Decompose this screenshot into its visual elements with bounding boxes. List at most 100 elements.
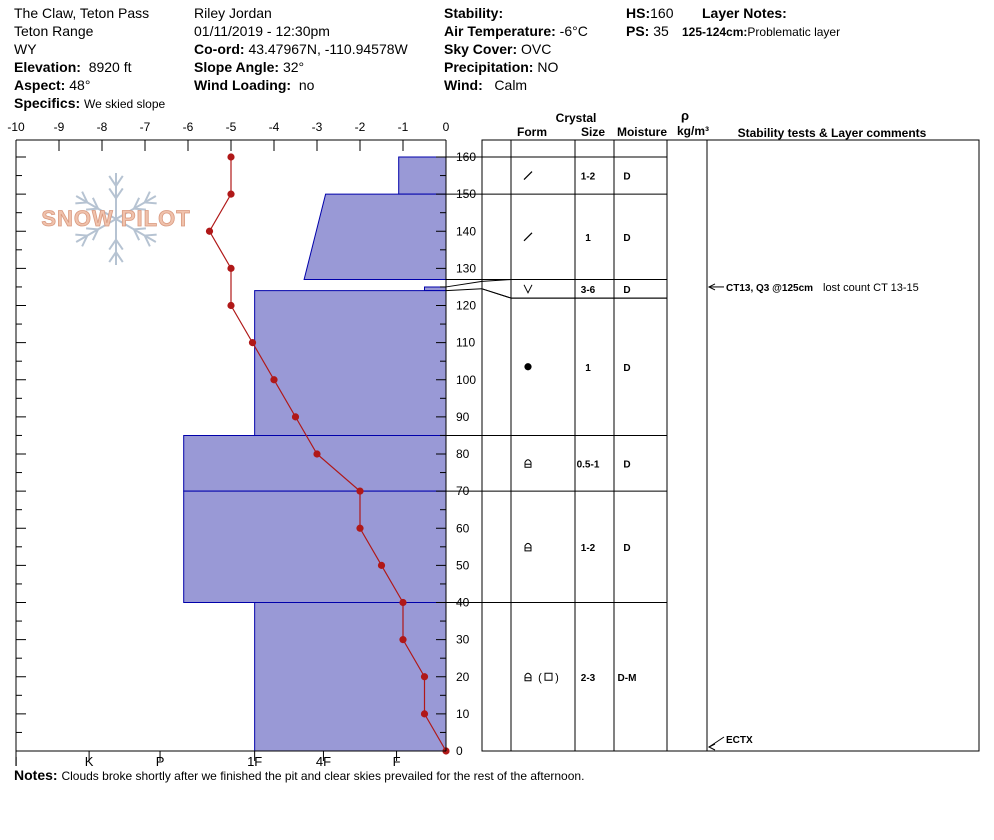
flake-branch xyxy=(143,235,151,247)
layer-moisture: D xyxy=(623,285,630,296)
temperature-point xyxy=(270,376,278,384)
temp-tick-label: -9 xyxy=(54,120,65,134)
flake-branch xyxy=(108,239,117,251)
rounded-grain-symbol xyxy=(524,363,532,371)
layer-size: 3-6 xyxy=(581,285,596,296)
stability-arrowhead xyxy=(707,283,716,291)
ps: PS: 35 xyxy=(626,23,669,39)
hardness-layer-bar xyxy=(254,290,447,436)
specifics: Specifics: We skied slope xyxy=(14,95,166,111)
layer-size: 1-2 xyxy=(581,543,596,554)
depth-hoar-symbol xyxy=(524,542,532,552)
temperature-point xyxy=(399,598,407,607)
stability-comment: lost count CT 13-15 xyxy=(823,282,919,294)
temp-tick-label: -10 xyxy=(7,120,25,134)
flake-branch xyxy=(115,187,124,199)
temperature-point xyxy=(227,190,235,198)
height-tick-label: 110 xyxy=(456,336,475,350)
flake-branch xyxy=(86,227,99,231)
height-tick-label: 0 xyxy=(456,744,463,758)
flake-branch xyxy=(133,207,146,211)
layer-size: 0.5-1 xyxy=(577,459,600,470)
layer-moisture: D xyxy=(623,172,630,183)
layer-moisture: D xyxy=(623,459,630,470)
layer-table-frame xyxy=(481,139,980,752)
temp-tick-label: -3 xyxy=(312,120,323,134)
flake-branch xyxy=(133,197,141,210)
depth-hoar-symbol xyxy=(524,672,532,682)
temperature-point xyxy=(227,264,235,272)
form-header: Form xyxy=(517,125,547,139)
flake-branch xyxy=(143,191,151,203)
layer-size: 1 xyxy=(585,363,591,374)
air-temperature: Air Temperature: -6°C xyxy=(444,23,588,39)
temperature-point xyxy=(356,524,364,532)
height-tick-label: 30 xyxy=(456,633,470,647)
temperature-point xyxy=(227,153,235,161)
flake-arm xyxy=(75,195,117,220)
notes: Notes: Clouds broke shortly after we fin… xyxy=(14,767,585,783)
stability-test-label: ECTX xyxy=(726,735,753,746)
density-symbol: ρ xyxy=(681,108,689,123)
elevation: Elevation: 8920 ft xyxy=(14,59,132,75)
paren-close: ) xyxy=(555,672,559,684)
hardness-layer-bar xyxy=(183,434,447,492)
thin-layer-connector xyxy=(481,279,512,282)
flake-branch xyxy=(133,227,146,231)
height-tick-label: 10 xyxy=(456,707,470,721)
thin-layer-connector xyxy=(445,288,483,292)
height-tick-label: 130 xyxy=(456,261,476,275)
hardness-label: 4F xyxy=(316,754,331,769)
flake-branch xyxy=(115,251,124,263)
height-tick-label: 80 xyxy=(456,447,470,461)
flake-branch xyxy=(108,251,117,263)
hardness-label: F xyxy=(393,754,401,769)
temp-tick-label: -7 xyxy=(140,120,151,134)
layer-moisture: D xyxy=(623,363,630,374)
hardness-layer-bar xyxy=(424,286,447,292)
flake-branch xyxy=(91,228,99,241)
flake-branch xyxy=(81,191,89,203)
temp-tick-label: 0 xyxy=(443,120,450,134)
layer-moisture: D xyxy=(623,543,630,554)
temperature-point xyxy=(399,636,407,644)
stability-test-label: CT13, Q3 @125cm xyxy=(726,283,813,294)
wind: Wind: Calm xyxy=(444,77,528,93)
flake-branch xyxy=(115,239,124,251)
hardness-label: I xyxy=(14,754,18,769)
stability-arrowhead xyxy=(707,743,716,751)
layer-size: 1-2 xyxy=(581,172,596,183)
layer-notes-label: Layer Notes: xyxy=(702,5,787,21)
stability-header: Stability tests & Layer comments xyxy=(738,126,927,140)
flake-branch xyxy=(144,201,157,205)
datetime: 01/11/2019 - 12:30pm xyxy=(194,23,330,39)
flake-arm xyxy=(115,195,157,220)
height-tick-label: 60 xyxy=(456,521,470,535)
hs: HS:160 xyxy=(626,5,674,21)
temp-tick-label: -1 xyxy=(398,120,409,134)
layer-size: 1 xyxy=(585,233,591,244)
hardness-label: 1F xyxy=(247,754,262,769)
faceted-crystal-symbol xyxy=(523,232,533,242)
height-tick-label: 50 xyxy=(456,558,470,572)
temperature-point xyxy=(420,673,429,681)
observer: Riley Jordan xyxy=(194,5,272,21)
paren-open: ( xyxy=(538,672,542,684)
thin-layer-connector xyxy=(481,288,512,299)
flake-branch xyxy=(115,175,124,187)
hardness-layer-bar xyxy=(183,490,447,603)
layer-moisture: D xyxy=(623,233,630,244)
temperature-point xyxy=(377,561,386,569)
flake-arm xyxy=(75,218,117,243)
flake-branch xyxy=(75,233,88,237)
layer-moisture: D-M xyxy=(618,673,637,684)
hardness-layer-bar xyxy=(398,156,447,195)
height-tick-label: 120 xyxy=(456,299,476,313)
depth-hoar-symbol xyxy=(524,459,532,468)
moisture-header: Moisture xyxy=(617,125,667,139)
surface-hoar-symbol xyxy=(523,284,533,294)
temp-tick-label: -8 xyxy=(97,120,108,134)
hardness-layer-bar xyxy=(303,193,447,281)
coordinates: Co-ord: 43.47967N, -110.94578W xyxy=(194,41,408,57)
height-tick-label: 100 xyxy=(456,373,476,387)
